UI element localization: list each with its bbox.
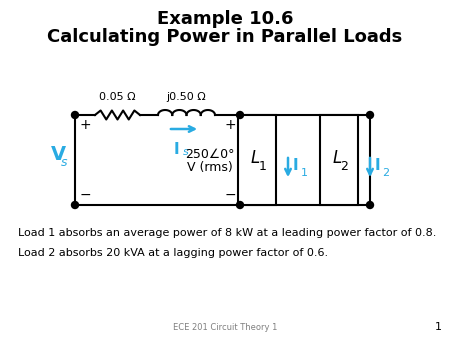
Text: $s$: $s$ [60, 156, 68, 169]
Circle shape [72, 201, 78, 209]
Text: $L$: $L$ [332, 149, 342, 167]
Text: $2$: $2$ [340, 160, 348, 172]
Text: $s$: $s$ [182, 147, 189, 157]
Text: −: − [224, 188, 236, 202]
Text: +: + [224, 118, 236, 132]
Text: j0.50 Ω: j0.50 Ω [166, 92, 207, 102]
Text: Calculating Power in Parallel Loads: Calculating Power in Parallel Loads [47, 28, 403, 46]
Text: 250∠0°: 250∠0° [185, 148, 235, 162]
Circle shape [72, 112, 78, 119]
Text: ECE 201 Circuit Theory 1: ECE 201 Circuit Theory 1 [173, 323, 277, 332]
Text: $2$: $2$ [382, 166, 390, 178]
Circle shape [237, 201, 243, 209]
Text: $\mathbf{I}$: $\mathbf{I}$ [292, 157, 298, 173]
Text: Example 10.6: Example 10.6 [157, 10, 293, 28]
Bar [320, 115, 358, 205]
Text: $1$: $1$ [300, 166, 308, 178]
Text: −: − [79, 188, 91, 202]
Circle shape [366, 112, 373, 119]
Text: $L$: $L$ [250, 149, 260, 167]
Text: 0.05 Ω: 0.05 Ω [99, 92, 136, 102]
Text: $\mathbf{I}$: $\mathbf{I}$ [374, 157, 380, 173]
Text: $\mathbf{V}$: $\mathbf{V}$ [50, 145, 67, 165]
Text: +: + [79, 118, 91, 132]
Text: Load 2 absorbs 20 kVA at a lagging power factor of 0.6.: Load 2 absorbs 20 kVA at a lagging power… [18, 248, 328, 258]
Text: $1$: $1$ [257, 160, 266, 172]
Circle shape [237, 112, 243, 119]
Text: $\mathbf{I}$: $\mathbf{I}$ [173, 141, 179, 157]
Text: V (rms): V (rms) [187, 162, 233, 174]
Circle shape [366, 201, 373, 209]
Text: Load 1 absorbs an average power of 8 kW at a leading power factor of 0.8.: Load 1 absorbs an average power of 8 kW … [18, 228, 436, 238]
Text: 1: 1 [435, 322, 442, 332]
Bar [238, 115, 276, 205]
